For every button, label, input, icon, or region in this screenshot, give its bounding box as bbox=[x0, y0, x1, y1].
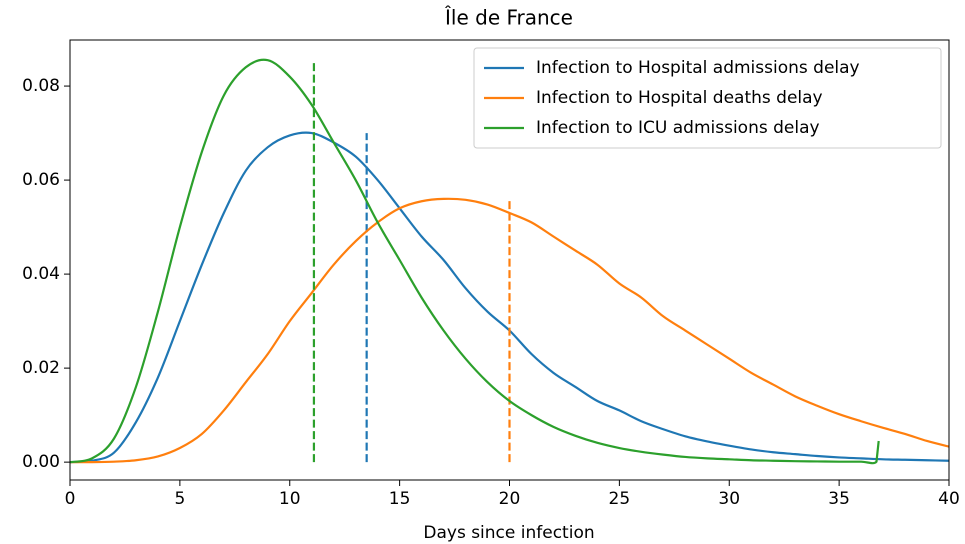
legend-label: Infection to Hospital deaths delay bbox=[536, 88, 823, 108]
y-tick-label: 0.00 bbox=[22, 452, 60, 472]
plot-frame bbox=[69, 39, 950, 481]
y-tick-label: 0.06 bbox=[22, 170, 60, 190]
x-tick-label: 0 bbox=[65, 489, 76, 509]
series-line bbox=[70, 58, 880, 465]
chart-title: Île de France bbox=[444, 6, 573, 30]
y-tick-label: 0.08 bbox=[22, 76, 60, 96]
x-tick-label: 20 bbox=[499, 489, 521, 509]
x-axis-label: Days since infection bbox=[423, 523, 594, 543]
legend-box bbox=[473, 47, 942, 149]
x-tick-label: 40 bbox=[938, 489, 960, 509]
x-tick-label: 35 bbox=[828, 489, 850, 509]
legend-label: Infection to Hospital admissions delay bbox=[536, 58, 860, 78]
y-tick-label: 0.02 bbox=[22, 358, 60, 378]
y-tick-label: 0.04 bbox=[22, 264, 60, 284]
x-tick-label: 15 bbox=[389, 489, 411, 509]
x-tick-label: 10 bbox=[279, 489, 301, 509]
x-tick-label: 30 bbox=[718, 489, 740, 509]
legend-label: Infection to ICU admissions delay bbox=[536, 118, 820, 138]
x-tick-label: 5 bbox=[174, 489, 185, 509]
x-tick-label: 25 bbox=[609, 489, 631, 509]
